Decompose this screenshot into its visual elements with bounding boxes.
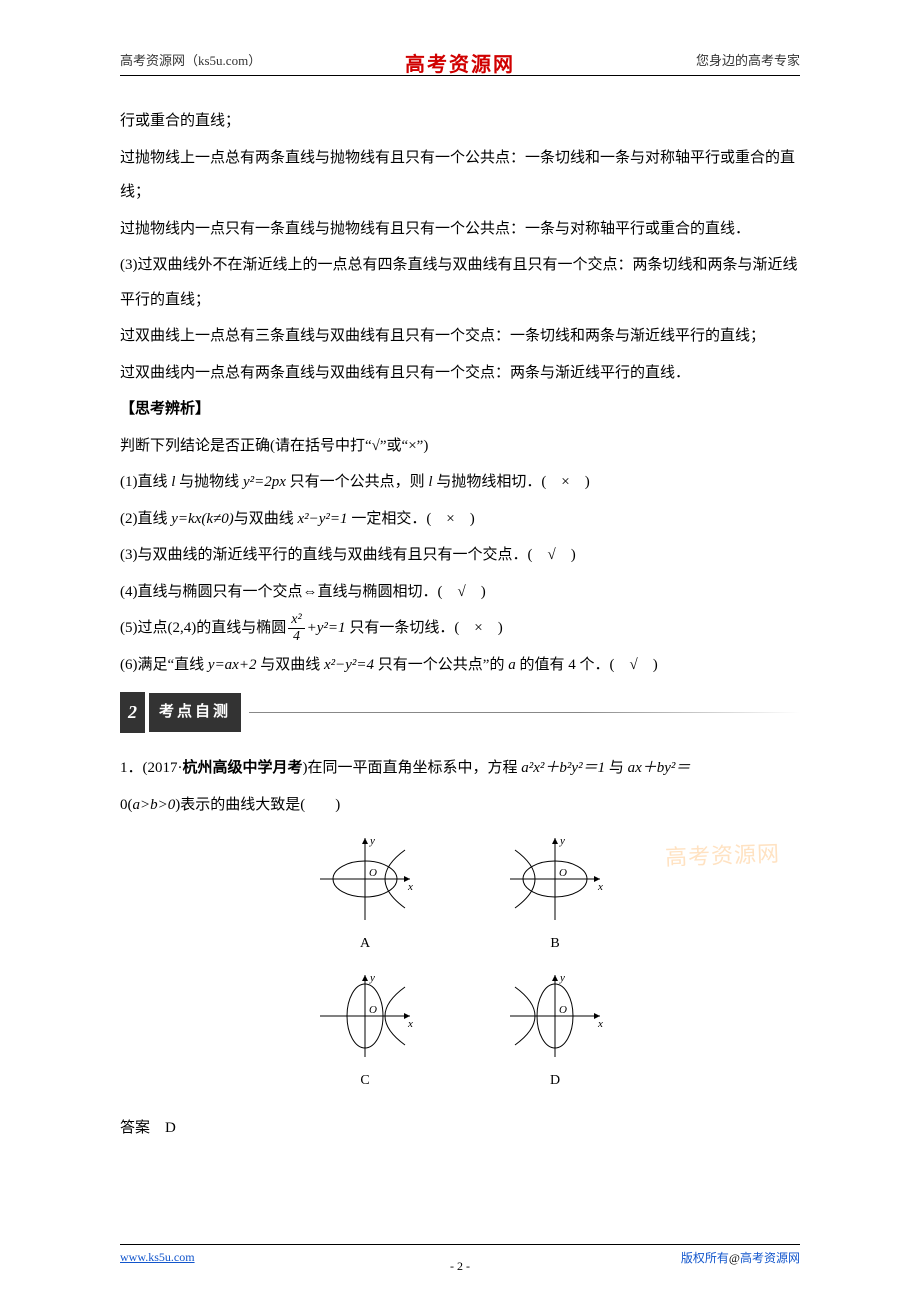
answer-line: 答案 D bbox=[120, 1111, 800, 1146]
svg-text:O: O bbox=[559, 1004, 567, 1016]
paragraph: 行或重合的直线； bbox=[120, 104, 800, 139]
statement-3: (3)与双曲线的渐近线平行的直线与双曲线有且只有一个交点．( √ ) bbox=[120, 538, 800, 573]
paragraph: 过抛物线内一点只有一条直线与抛物线有且只有一个公共点：一条与对称轴平行或重合的直… bbox=[120, 212, 800, 247]
choice-D-label: D bbox=[500, 1065, 610, 1097]
figure-A: y x O bbox=[310, 832, 420, 926]
question-1: 1．(2017·杭州高级中学月考)在同一平面直角坐标系中，方程 a²x²＋b²y… bbox=[120, 751, 800, 786]
svg-text:y: y bbox=[559, 835, 565, 847]
svg-text:x: x bbox=[597, 1018, 603, 1030]
svg-text:O: O bbox=[369, 1004, 377, 1016]
document-body: 行或重合的直线； 过抛物线上一点总有两条直线与抛物线有且只有一个公共点：一条切线… bbox=[120, 104, 800, 1145]
answer-label: 答案 bbox=[120, 1120, 150, 1136]
paragraph: 过抛物线上一点总有两条直线与抛物线有且只有一个公共点：一条切线和一条与对称轴平行… bbox=[120, 141, 800, 210]
paragraph: 过双曲线内一点总有两条直线与双曲线有且只有一个交点：两条与渐近线平行的直线． bbox=[120, 356, 800, 391]
choice-A: y x O A bbox=[310, 832, 420, 960]
statement-4: (4)直线与椭圆只有一个交点⇔直线与椭圆相切．( √ ) bbox=[120, 575, 800, 610]
choice-B: y x O B bbox=[500, 832, 610, 960]
statement-2: (2)直线 y=kx(k≠0)与双曲线 x²−y²=1 一定相交．( × ) bbox=[120, 502, 800, 537]
think-intro: 判断下列结论是否正确(请在括号中打“√”或“×”) bbox=[120, 429, 800, 464]
page-number: - 2 - bbox=[450, 1259, 470, 1274]
svg-text:O: O bbox=[559, 867, 567, 879]
statement-1: (1)直线 l 与抛物线 y²=2px 只有一个公共点，则 l 与抛物线相切．(… bbox=[120, 465, 800, 500]
page-footer: www.ks5u.com - 2 - 版权所有@高考资源网 bbox=[120, 1244, 800, 1266]
statement-5: (5)过点(2,4)的直线与椭圆x²4+y²=1 只有一条切线．( × ) bbox=[120, 611, 800, 646]
choice-C-label: C bbox=[310, 1065, 420, 1097]
choice-B-label: B bbox=[500, 928, 610, 960]
svg-text:x: x bbox=[597, 881, 603, 893]
paragraph: (3)过双曲线外不在渐近线上的一点总有四条直线与双曲线有且只有一个交点：两条切线… bbox=[120, 248, 800, 317]
svg-text:x: x bbox=[407, 881, 413, 893]
choice-D: y x O D bbox=[500, 969, 610, 1097]
figure-B: y x O bbox=[500, 832, 610, 926]
page-header: 高考资源网（ks5u.com） 高考资源网 您身边的高考专家 bbox=[120, 50, 800, 76]
figure-C: y x O bbox=[310, 969, 420, 1063]
answer-choice-figures: y x O A y x O B bbox=[120, 832, 800, 1096]
header-center-title: 高考资源网 bbox=[405, 48, 515, 77]
header-left: 高考资源网（ks5u.com） bbox=[120, 50, 261, 69]
answer-value: D bbox=[165, 1120, 176, 1136]
section-divider bbox=[249, 712, 800, 713]
think-section-title: 【思考辨析】 bbox=[120, 392, 800, 427]
svg-text:x: x bbox=[407, 1018, 413, 1030]
statement-6: (6)满足“直线 y=ax+2 与双曲线 x²−y²=4 只有一个公共点”的 a… bbox=[120, 648, 800, 683]
header-right: 您身边的高考专家 bbox=[696, 50, 800, 69]
figure-D: y x O bbox=[500, 969, 610, 1063]
svg-text:y: y bbox=[369, 972, 375, 984]
svg-text:O: O bbox=[369, 867, 377, 879]
choice-A-label: A bbox=[310, 928, 420, 960]
svg-text:y: y bbox=[369, 835, 375, 847]
section-label: 考点自测 bbox=[149, 693, 241, 732]
footer-copyright: 版权所有@高考资源网 bbox=[681, 1249, 800, 1266]
question-1-line2: 0(a>b>0)表示的曲线大致是( ) bbox=[120, 788, 800, 823]
footer-url: www.ks5u.com bbox=[120, 1250, 195, 1265]
choice-C: y x O C bbox=[310, 969, 420, 1097]
paragraph: 过双曲线上一点总有三条直线与双曲线有且只有一个交点：一条切线和两条与渐近线平行的… bbox=[120, 319, 800, 354]
section-number: 2 bbox=[120, 692, 145, 733]
section-header: 2 考点自测 bbox=[120, 692, 800, 733]
svg-text:y: y bbox=[559, 972, 565, 984]
